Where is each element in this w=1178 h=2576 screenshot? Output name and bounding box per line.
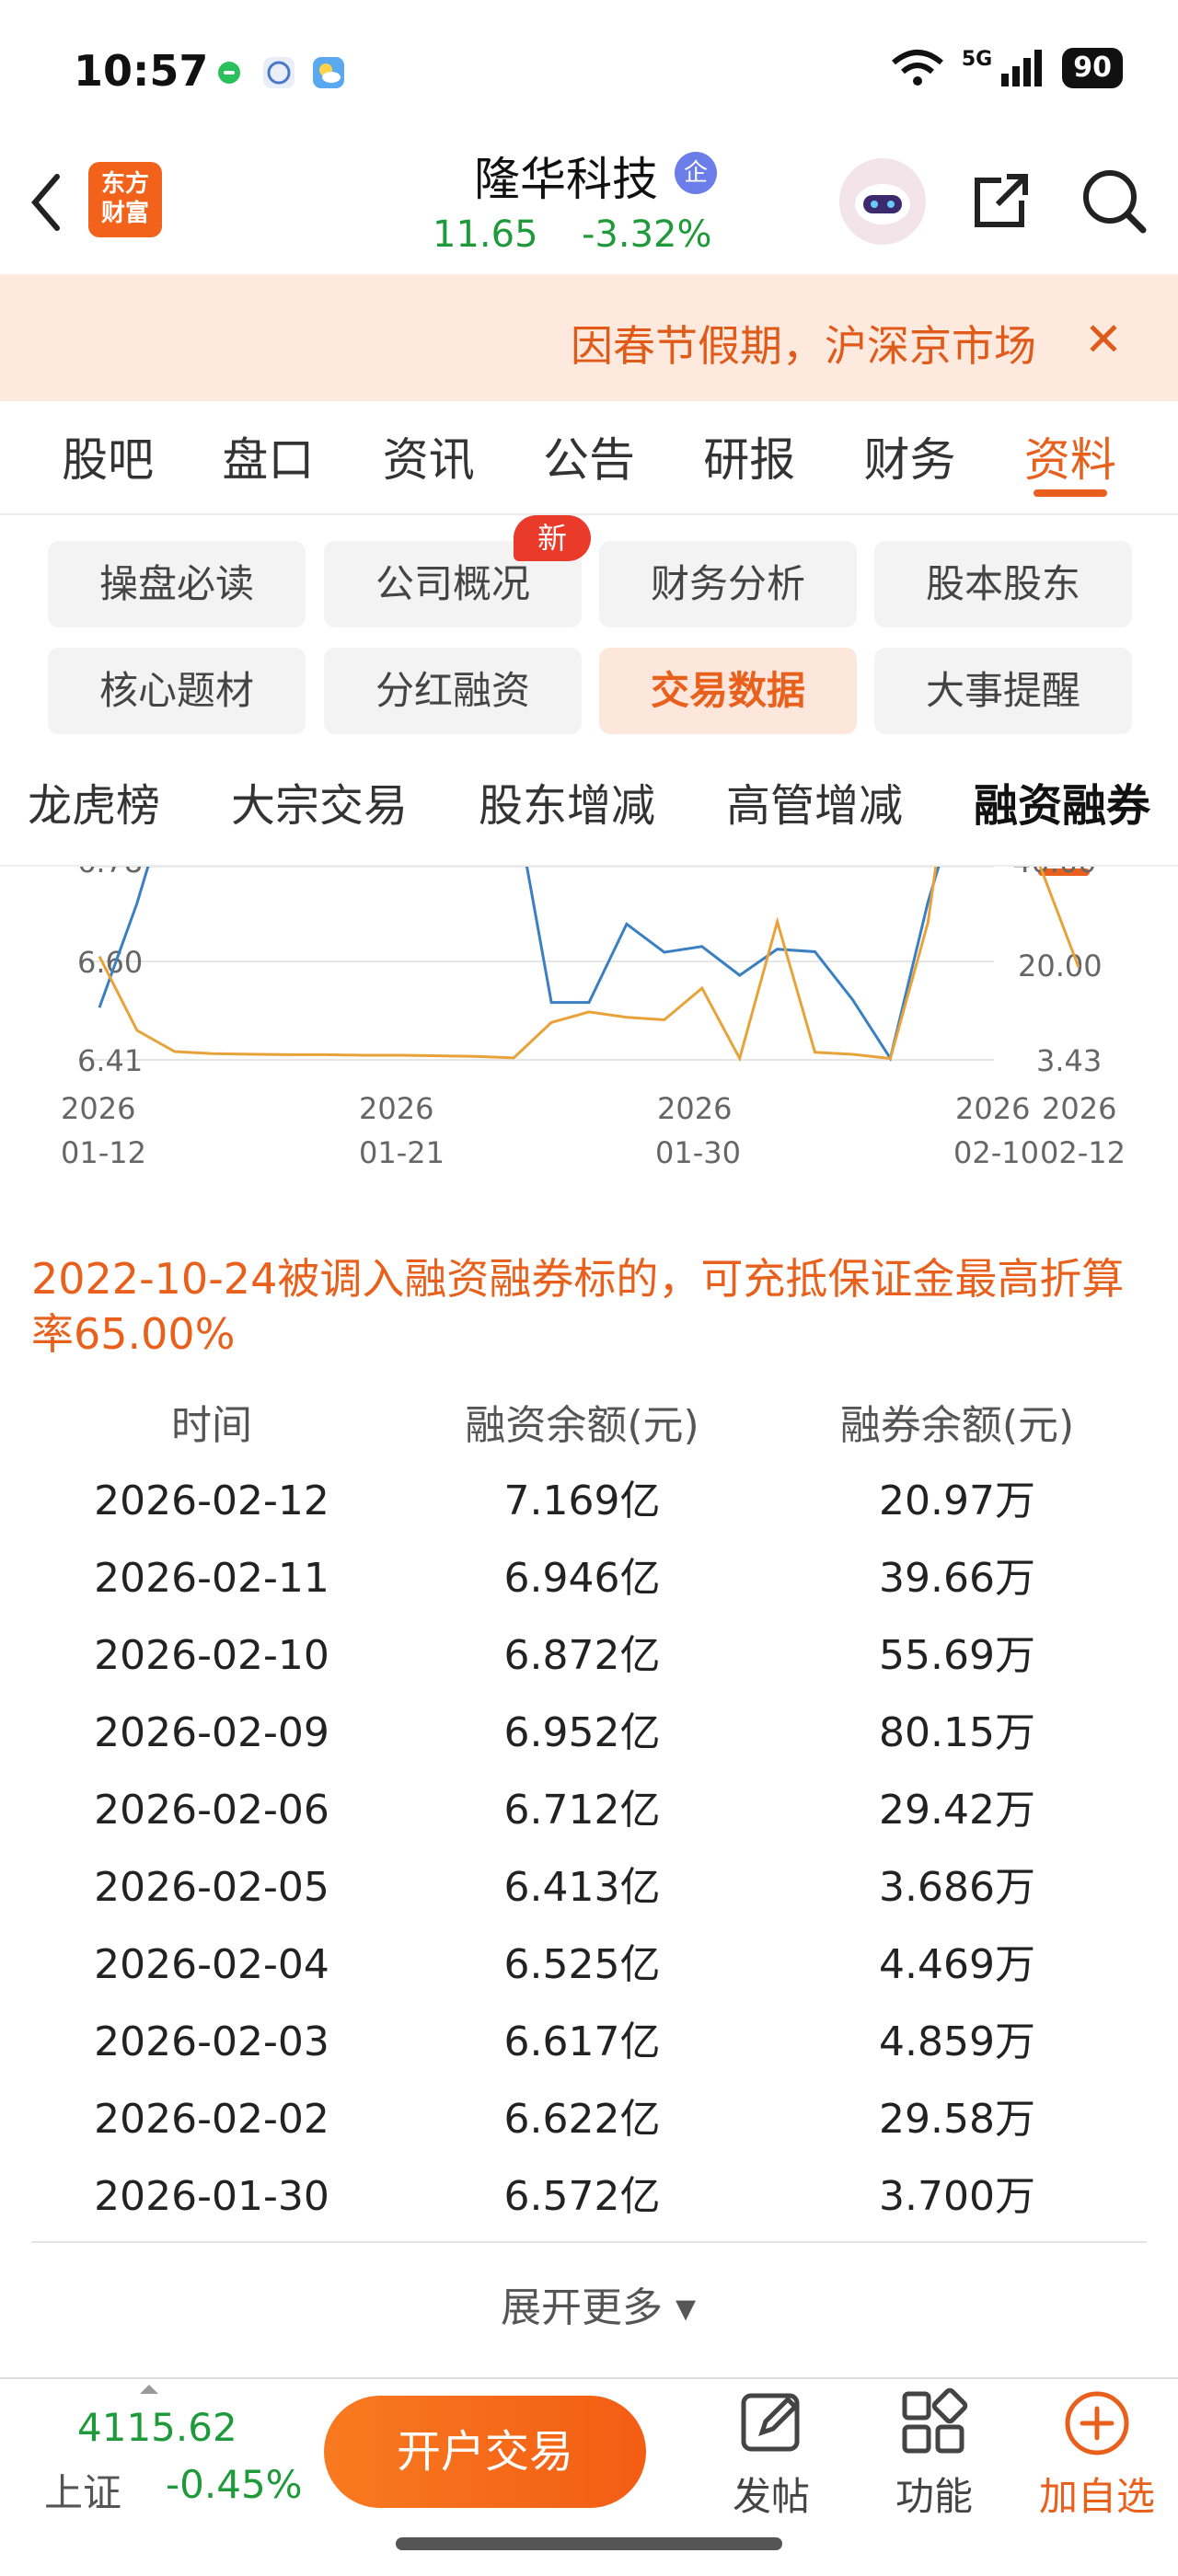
subtab-dragon-tiger[interactable]: 龙虎榜 [28,780,161,832]
btn-event-reminders[interactable]: 大事提醒 [874,648,1132,734]
battery-indicator: 90 [1062,48,1123,88]
stock-name[interactable]: 隆华科技 [474,153,658,206]
x-tick-date-4: 02-12 [1040,1135,1126,1170]
right-tick-2: 3.43 [1036,1043,1102,1078]
x-tick-year-2: 2026 [657,1091,732,1126]
table-row: 2026-02-11 6.946亿 39.66万 [94,1555,1035,1602]
btn-financial-analysis[interactable]: 财务分析 [599,541,857,627]
subtab-divider [0,865,1178,867]
tab-research[interactable]: 研报 [703,433,796,487]
left-tick-2: 6.41 [77,1043,143,1078]
app-notification-icon [263,57,294,88]
margin-eligibility-note: 2022-10-24被调入融资融券标的，可充抵保证金最高折算率65.00% [31,1254,1125,1359]
series-line-left [98,867,941,1063]
x-tick-date-3: 02-10 [953,1135,1039,1170]
network-type: 5G [961,48,993,71]
new-badge: 新 [514,515,591,561]
status-right: 5G 90 [890,48,1123,88]
x-tick-year-0: 2026 [61,1091,135,1126]
btn-shareholders[interactable]: 股本股东 [874,541,1132,627]
notice-banner[interactable] [0,274,1178,401]
index-name[interactable]: 上证 [44,2470,122,2515]
table-row: 2026-02-03 6.617亿 4.859万 [94,2018,1035,2065]
btn-core-themes[interactable]: 核心题材 [48,648,306,734]
status-time: 10:57 [74,46,209,96]
weather-icon [313,57,344,88]
btn-trading-data[interactable]: 交易数据 [599,648,857,734]
back-icon[interactable] [26,166,72,239]
right-tick-1: 20.00 [1018,949,1103,983]
table-row: 2026-02-06 6.712亿 29.42万 [94,1787,1035,1834]
x-tick-year-3: 2026 [955,1091,1030,1126]
tab-guba[interactable]: 股吧 [62,433,155,487]
btn-company-overview[interactable]: 公司概况 [324,541,582,627]
stock-price: 11.65 [433,213,538,256]
btn-trading-guide[interactable]: 操盘必读 [48,541,306,627]
table-row: 2026-02-04 6.525亿 4.469万 [94,1941,1035,1988]
x-tick-year-1: 2026 [359,1091,433,1126]
table-row: 2026-01-30 6.572亿 3.700万 [94,2173,1035,2220]
stock-change-pct: -3.32% [582,213,712,256]
post-label[interactable]: 发帖 [732,2474,810,2519]
header-financing-balance: 融资余额(元) [465,1402,699,1449]
open-account-trade-button[interactable]: 开户交易 [324,2396,646,2508]
btn-dividends-financing[interactable]: 分红融资 [324,648,582,734]
table-divider [31,2241,1147,2243]
enterprise-badge: 企 [675,152,717,194]
function-grid-icon[interactable] [897,2386,971,2460]
x-tick-date-1: 01-21 [359,1135,445,1170]
tab-announcements[interactable]: 公告 [542,433,635,487]
table-header: 时间 融资余额(元) 融券余额(元) [28,1389,1146,1463]
tab-finance[interactable]: 财务 [863,433,956,487]
table-row: 2026-02-12 7.169亿 20.97万 [94,1478,1035,1524]
tab-pankou[interactable]: 盘口 [222,433,315,487]
header-securities-lending-balance: 融券余额(元) [839,1402,1075,1449]
index-change-pct[interactable]: -0.45% [166,2462,303,2507]
app-logo[interactable]: 东方 财富 [88,162,162,237]
search-icon[interactable] [1077,164,1150,237]
caret-up-icon [140,2385,158,2394]
right-tick-0: 40.00 [1012,867,1097,880]
add-watchlist-icon[interactable] [1060,2386,1134,2460]
header-date: 时间 [171,1402,252,1449]
table-row: 2026-02-02 6.622亿 29.58万 [94,2096,1035,2143]
wifi-icon [891,50,943,86]
index-value[interactable]: 4115.62 [77,2405,237,2450]
table-row: 2026-02-09 6.952亿 80.15万 [94,1709,1035,1756]
subtab-margin-trading[interactable]: 融资融券 [974,764,1150,876]
bottom-bar-divider [0,2377,1178,2379]
signal-icon [1001,50,1043,86]
add-watchlist-label[interactable]: 加自选 [1038,2474,1155,2519]
series-line-right [98,867,1080,1063]
x-tick-date-2: 01-30 [655,1135,741,1170]
post-icon[interactable] [734,2386,808,2460]
subtab-executive-changes[interactable]: 高管增减 [725,780,903,832]
sub-tab-bar: 龙虎榜 大宗交易 股东增减 高管增减 融资融券 [0,764,1178,876]
x-tick-year-4: 2026 [1042,1091,1116,1126]
wechat-icon [214,57,245,88]
function-label[interactable]: 功能 [895,2474,973,2519]
share-icon[interactable] [964,164,1038,237]
tab-profile[interactable]: 资料 [1024,405,1116,513]
subtab-block-trades[interactable]: 大宗交易 [230,780,408,832]
notice-text[interactable]: 因春节假期，沪深京市场 [571,321,1036,371]
series-layer [98,867,1080,1063]
tab-news[interactable]: 资讯 [382,433,475,487]
subtab-shareholder-changes[interactable]: 股东增减 [478,780,655,832]
notice-close-icon[interactable]: ✕ [1084,313,1123,366]
margin-table: 时间 融资余额(元) 融券余额(元) 2026-02-12 7.169亿 20.97… [28,1389,1146,2236]
home-indicator[interactable] [396,2537,782,2550]
expand-more-button[interactable]: 展开更多 ▾ [500,2284,697,2331]
left-tick-0: 6.78 [77,867,143,880]
ai-assistant-icon[interactable] [839,158,926,245]
table-row: 2026-02-10 6.872亿 55.69万 [94,1632,1035,1679]
margin-chart[interactable]: 6.78 6.60 6.41 40.00 20.00 3.43 2026 01-… [0,867,1178,1179]
x-tick-date-0: 01-12 [61,1135,146,1170]
table-row: 2026-02-05 6.413亿 3.686万 [94,1864,1035,1911]
main-tab-bar: 股吧 盘口 资讯 公告 研报 财务 资料 [0,405,1178,515]
